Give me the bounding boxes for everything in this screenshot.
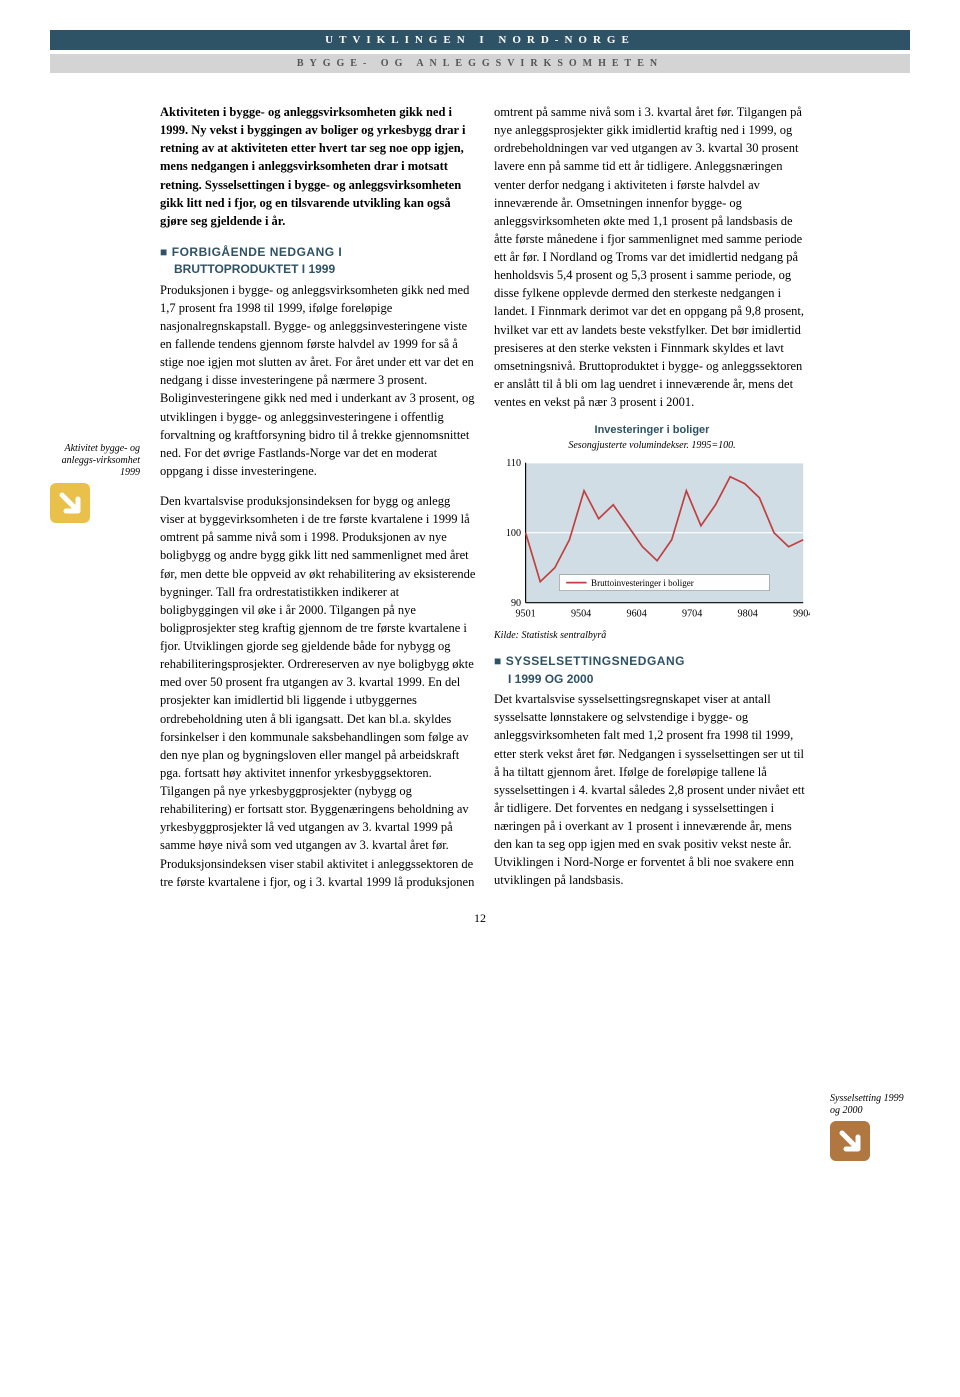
section2-p1: Det kvartalsvise sysselsettingsregnskape… <box>494 692 805 887</box>
arrow-down-right-icon <box>830 1121 870 1161</box>
main-content: Aktiviteten i bygge- og anleggsvirksomhe… <box>160 103 810 891</box>
svg-text:Bruttoinvesteringer i boliger: Bruttoinvesteringer i boliger <box>591 578 694 588</box>
chart-source: Kilde: Statistisk sentralbyrå <box>494 629 810 644</box>
section1-p1: Produksjonen i bygge- og anleggsvirksomh… <box>160 283 475 478</box>
right-margin-text: Sysselsetting 1999 og 2000 <box>830 1093 904 1116</box>
left-margin-label: Aktivitet bygge- og anleggs-virksomhet 1… <box>50 443 140 523</box>
section1-title-l1: FORBIGÅENDE NEDGANG I <box>172 245 343 259</box>
header-top: UTVIKLINGEN I NORD-NORGE <box>50 30 910 50</box>
left-margin: Aktivitet bygge- og anleggs-virksomhet 1… <box>50 103 140 891</box>
page-number: 12 <box>50 911 910 926</box>
section1-title-l2: BRUTTOPRODUKTET I 1999 <box>160 261 476 278</box>
chart-subtitle: Sesongjusterte volumindekser. 1995=100. <box>494 439 810 454</box>
intro-paragraph: Aktiviteten i bygge- og anleggsvirksomhe… <box>160 103 476 230</box>
svg-text:9604: 9604 <box>627 608 647 619</box>
section1-title: ■FORBIGÅENDE NEDGANG I <box>160 244 476 261</box>
svg-text:110: 110 <box>506 458 521 469</box>
arrow-down-right-icon <box>50 483 90 523</box>
chart-investeringer: Investeringer i boliger Sesongjusterte v… <box>494 423 810 643</box>
section2-title-l2: I 1999 OG 2000 <box>494 671 810 688</box>
section2-title-l1: SYSSELSETTINGSNEDGANG <box>506 654 685 668</box>
right-margin: Sysselsetting 1999 og 2000 <box>830 103 910 891</box>
svg-text:9501: 9501 <box>515 608 535 619</box>
chart-svg: 90100110950195049604970498049904Bruttoin… <box>494 456 810 625</box>
svg-text:100: 100 <box>506 528 521 539</box>
right-margin-label: Sysselsetting 1999 og 2000 <box>830 1093 910 1161</box>
left-margin-text: Aktivitet bygge- og anleggs-virksomhet 1… <box>62 443 140 478</box>
svg-text:9504: 9504 <box>571 608 591 619</box>
chart-title: Investeringer i boliger <box>494 423 810 439</box>
header-sub: BYGGE- OG ANLEGGSVIRKSOMHETEN <box>50 54 910 73</box>
svg-text:9804: 9804 <box>738 608 758 619</box>
svg-text:9704: 9704 <box>682 608 702 619</box>
svg-text:9904: 9904 <box>793 608 810 619</box>
section2-title: ■SYSSELSETTINGSNEDGANG <box>494 653 810 670</box>
